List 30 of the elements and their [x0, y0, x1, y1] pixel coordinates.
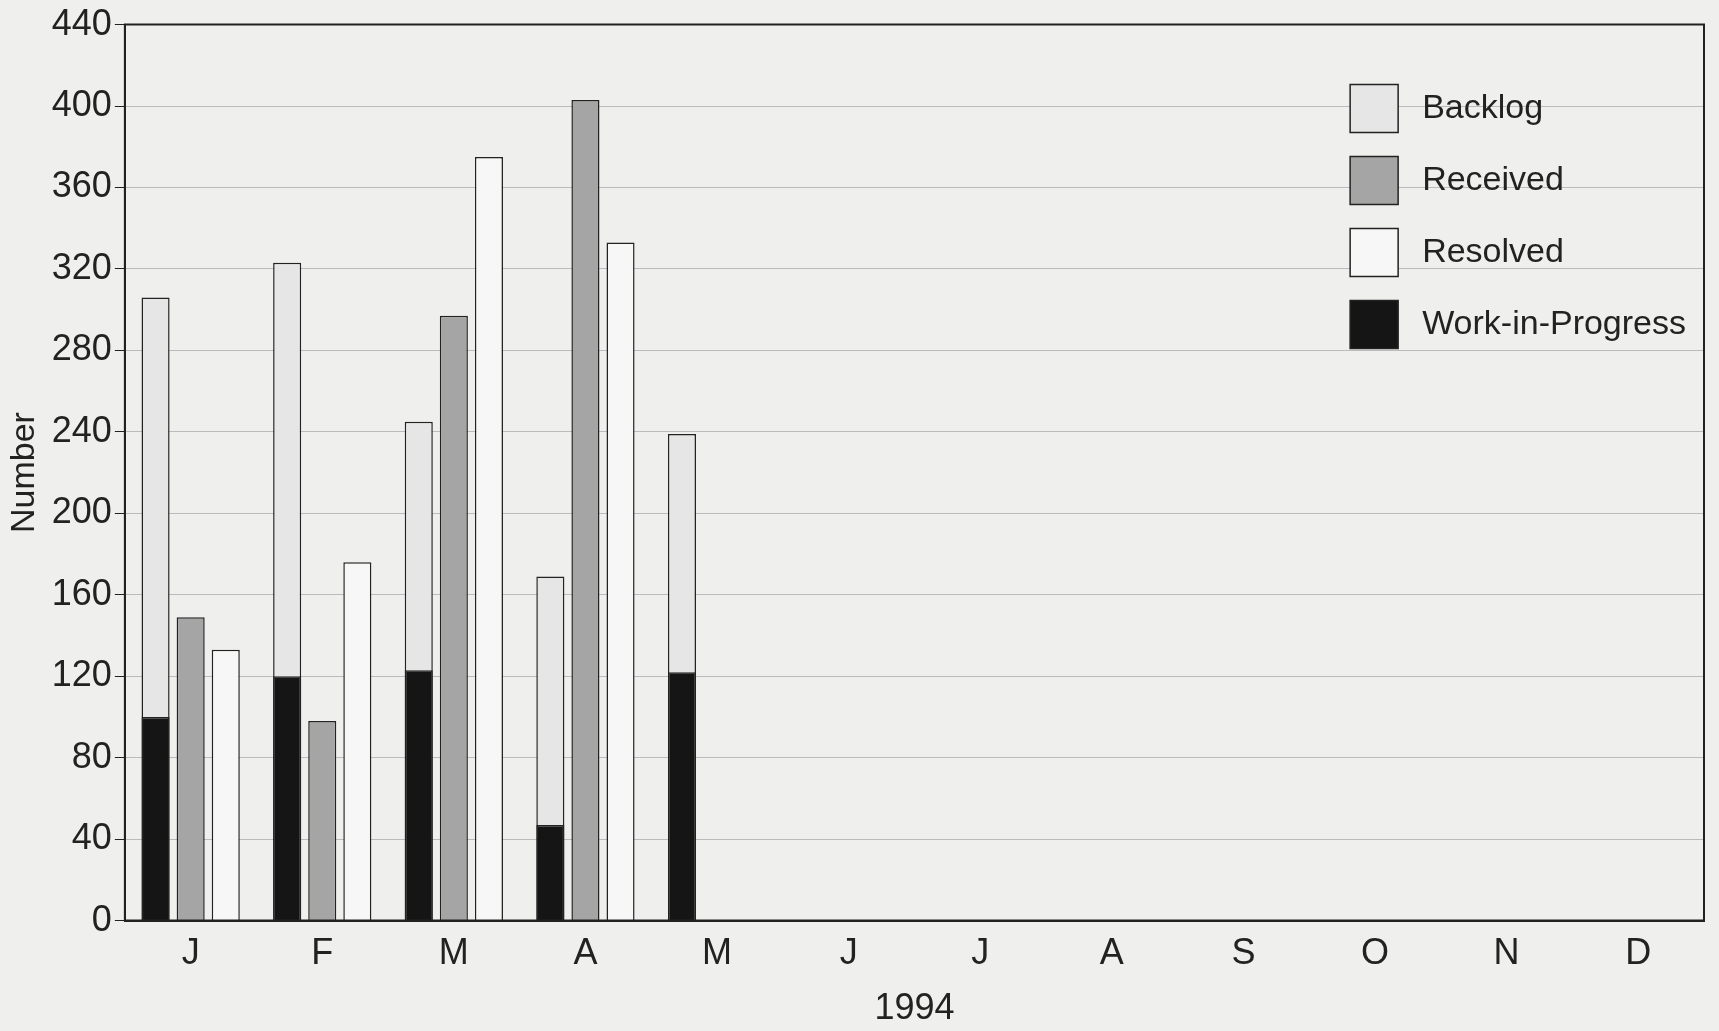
y-tick-label: 40	[71, 816, 112, 858]
legend-label: Received	[1422, 158, 1564, 197]
x-tick-label: A	[573, 931, 598, 973]
legend-label: Resolved	[1422, 230, 1564, 269]
y-tick-label: 440	[51, 1, 112, 43]
y-tick-label: 400	[51, 82, 112, 124]
x-tick-label: M	[702, 931, 733, 973]
x-tick-label: F	[311, 931, 334, 973]
x-tick-label: J	[971, 931, 990, 973]
legend-label: Backlog	[1422, 86, 1544, 125]
x-tick-label: S	[1231, 931, 1256, 973]
x-axis-title: 1994	[874, 986, 955, 1028]
legend-label: Work-in-Progress	[1422, 302, 1687, 341]
y-tick-label: 360	[51, 164, 112, 206]
y-tick-label: 280	[51, 327, 112, 369]
y-tick-label: 160	[51, 571, 112, 613]
y-axis-title: Number	[2, 412, 41, 534]
x-tick-label: A	[1099, 931, 1124, 973]
y-tick-label: 0	[91, 897, 112, 939]
y-tick-label: 80	[71, 734, 112, 776]
x-tick-label: O	[1361, 931, 1390, 973]
y-tick-label: 120	[51, 653, 112, 695]
x-tick-label: J	[839, 931, 858, 973]
x-tick-label: M	[438, 931, 469, 973]
x-tick-label: J	[181, 931, 200, 973]
y-tick-label: 240	[51, 408, 112, 450]
y-tick-label: 200	[51, 490, 112, 532]
x-tick-label: D	[1625, 931, 1652, 973]
y-tick-label: 320	[51, 245, 112, 287]
x-tick-label: N	[1493, 931, 1520, 973]
